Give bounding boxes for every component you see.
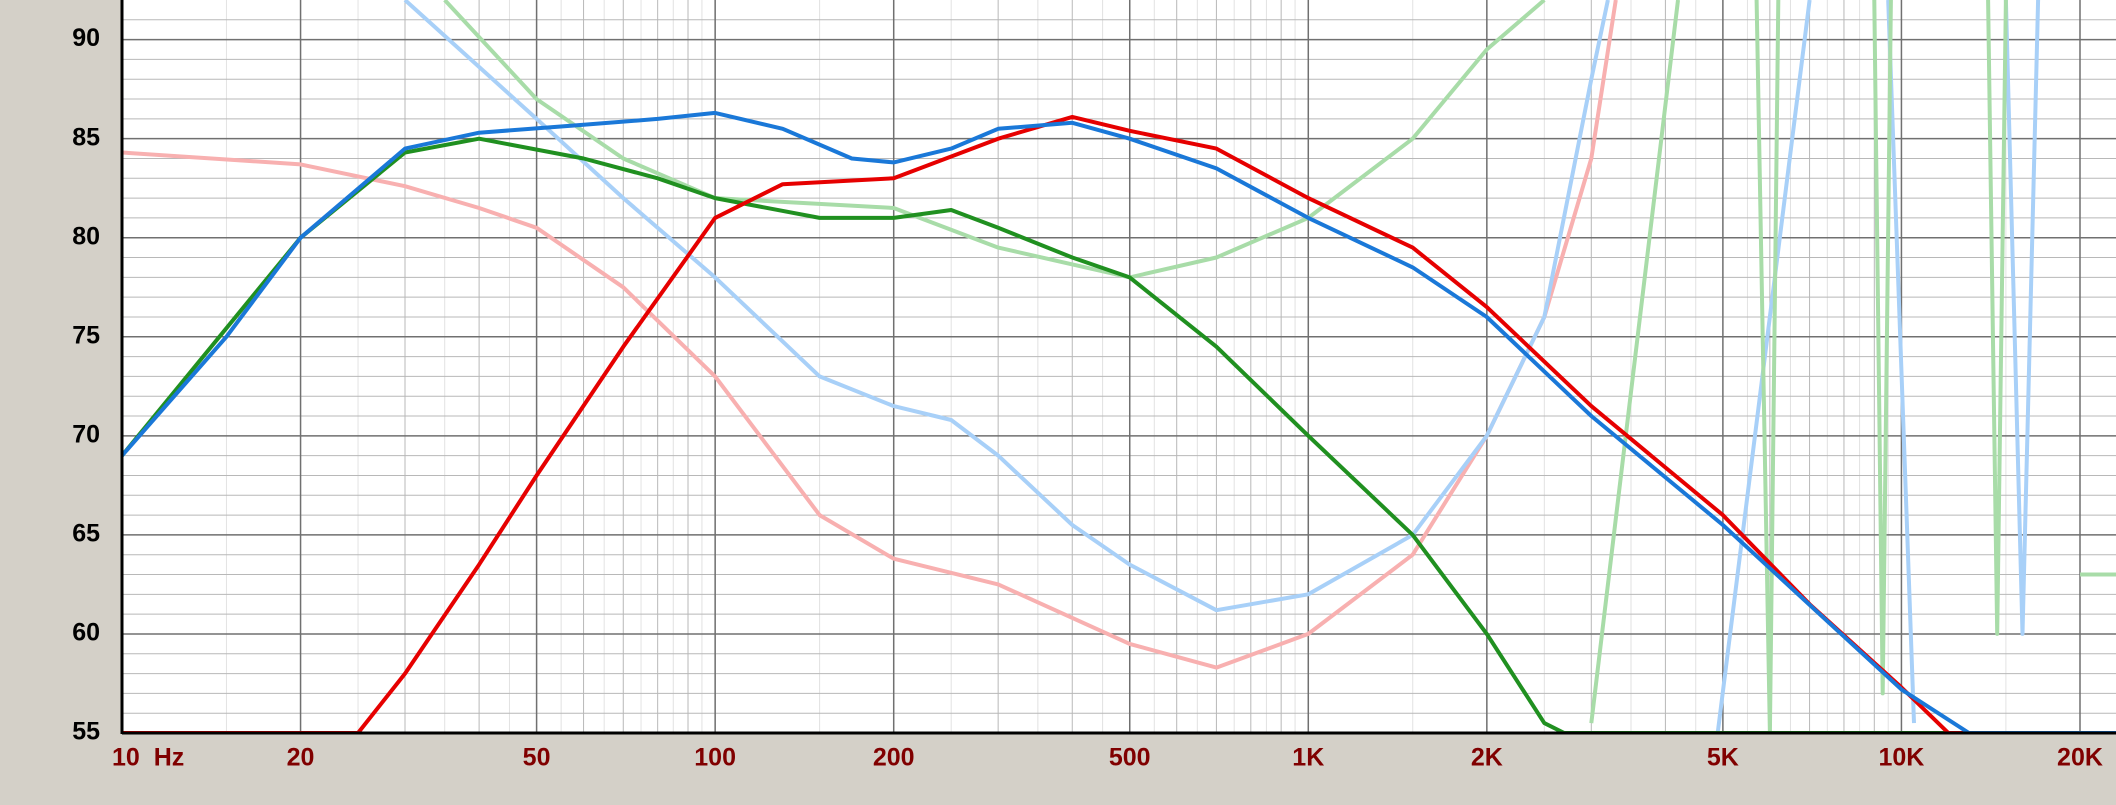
y-tick-label: 85	[72, 123, 100, 151]
x-tick-label: 50	[523, 744, 551, 772]
y-tick-label: 70	[72, 420, 100, 448]
x-tick-label: 20K	[2057, 744, 2103, 772]
x-tick-label: 1K	[1292, 744, 1324, 772]
y-tick-label: 65	[72, 520, 100, 548]
x-tick-label: 10 Hz	[112, 744, 184, 772]
x-tick-label: 200	[873, 744, 915, 772]
y-tick-label: 55	[72, 718, 100, 746]
x-tick-label: 5K	[1707, 744, 1739, 772]
x-tick-label: 2K	[1471, 744, 1503, 772]
x-tick-label: 500	[1109, 744, 1151, 772]
y-tick-label: 60	[72, 619, 100, 647]
x-tick-label: 20	[287, 744, 315, 772]
series-line	[122, 114, 2116, 733]
y-tick-label: 80	[72, 222, 100, 250]
y-tick-label: 90	[72, 24, 100, 52]
x-tick-label: 10K	[1879, 744, 1925, 772]
series-line	[443, 0, 2116, 733]
series-line	[122, 136, 2116, 733]
y-tick-label: 75	[72, 321, 100, 349]
plot-area	[122, 0, 2116, 733]
plot-lines	[122, 0, 2116, 733]
x-tick-label: 100	[694, 744, 736, 772]
series-line	[122, 110, 2116, 733]
